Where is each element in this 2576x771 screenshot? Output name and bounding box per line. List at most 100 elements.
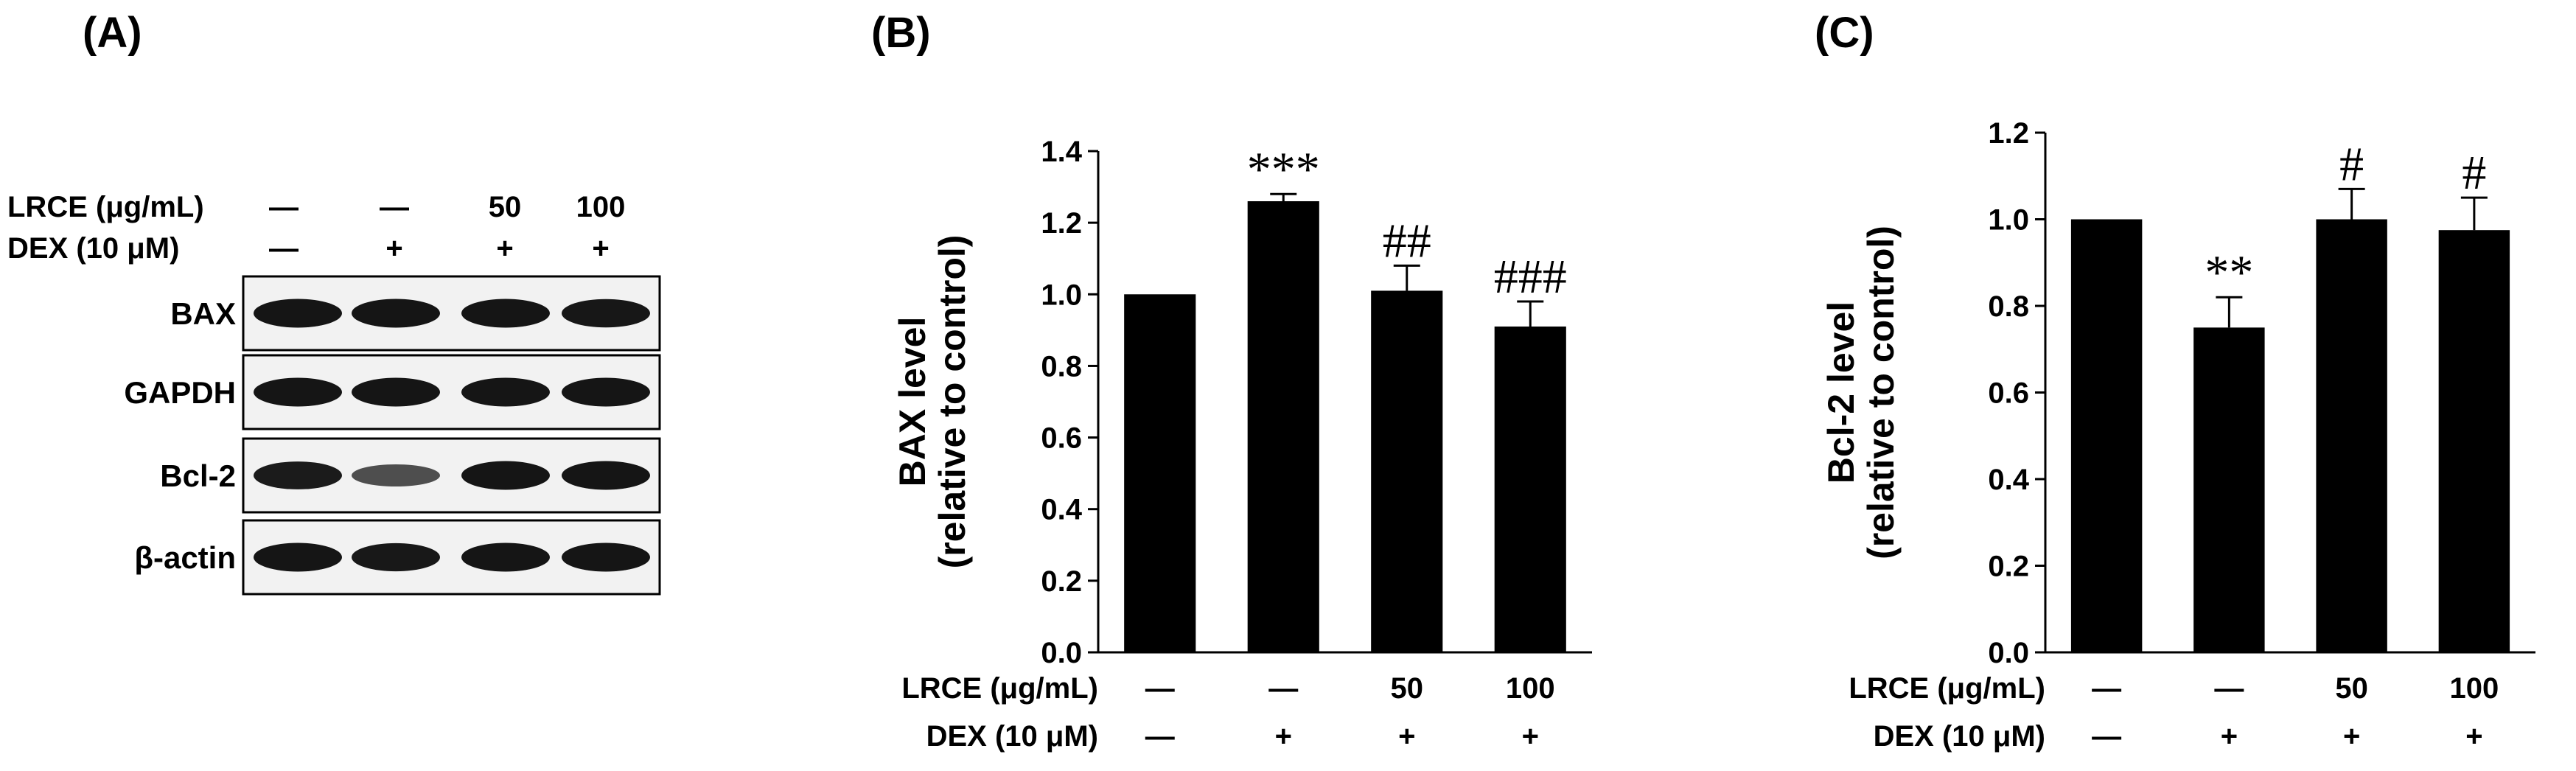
blot-lrce-value: — xyxy=(380,191,409,223)
blot-band xyxy=(562,299,650,328)
x-dex-value: + xyxy=(1398,720,1415,753)
x-dex-label: DEX (10 μM) xyxy=(1874,720,2045,753)
blot-band xyxy=(352,543,440,572)
y-tick-label: 1.2 xyxy=(1988,117,2029,150)
bar xyxy=(1247,201,1319,652)
y-axis-label-line1: Bcl-2 level xyxy=(1821,301,1862,484)
y-axis-label-line2: (relative to control) xyxy=(932,235,973,569)
x-lrce-value: — xyxy=(1145,672,1175,705)
y-tick-label: 0.4 xyxy=(1041,494,1082,526)
y-tick-label: 0.6 xyxy=(1988,377,2029,410)
x-dex-value: + xyxy=(2221,720,2238,753)
y-tick-label: 1.4 xyxy=(1041,136,1082,168)
blot-band xyxy=(461,299,550,328)
blot-band xyxy=(461,543,550,572)
panel-b-label: (B) xyxy=(871,9,931,57)
y-tick-label: 0.8 xyxy=(1041,350,1082,383)
panel-b-bax-chart: (B) 0.0 0.2 0.4 0.6 0.8 1.0 1.2 1.4 BAX level(re… xyxy=(871,9,1592,753)
y-tick-label: 0.0 xyxy=(1988,637,2029,669)
x-lrce-value: 50 xyxy=(2335,672,2368,705)
blot-band xyxy=(562,377,650,407)
blot-dex-value: + xyxy=(592,232,609,265)
x-lrce-label: LRCE (μg/mL) xyxy=(1849,672,2045,705)
blot-band xyxy=(254,377,342,407)
blot-lrce-value: 100 xyxy=(576,191,626,223)
significance-marker: ## xyxy=(1383,214,1431,268)
x-dex-value: + xyxy=(2343,720,2360,753)
blot-band xyxy=(254,299,342,328)
bar xyxy=(2070,219,2143,652)
blot-lrce-value: — xyxy=(269,191,299,223)
x-dex-label: DEX (10 μM) xyxy=(926,720,1098,753)
x-dex-value: + xyxy=(1275,720,1292,753)
blot-label: BAX xyxy=(170,296,236,331)
y-tick-label: 0.4 xyxy=(1988,464,2029,496)
blot-band xyxy=(254,461,342,489)
blot-dex-label: DEX (10 μM) xyxy=(7,232,179,265)
y-tick-label: 1.0 xyxy=(1988,204,2029,237)
blot-dex-value: + xyxy=(496,232,513,265)
blot-band xyxy=(352,299,440,328)
y-tick-label: 0.2 xyxy=(1041,565,1082,598)
blot-dex-values: — + + + xyxy=(269,232,610,265)
panel-a-label: (A) xyxy=(83,9,142,57)
blot-band xyxy=(352,464,440,487)
blot-label: Bcl-2 xyxy=(160,458,236,493)
y-axis-label-line2: (relative to control) xyxy=(1860,226,1902,559)
blot-band xyxy=(352,377,440,407)
x-lrce-value: — xyxy=(2214,672,2244,705)
x-lrce-value: — xyxy=(2092,672,2121,705)
panel-c-label: (C) xyxy=(1815,9,1874,57)
blot-label: β-actin xyxy=(134,540,236,575)
bax-bar-chart: 0.0 0.2 0.4 0.6 0.8 1.0 1.2 1.4 BAX level(relati… xyxy=(892,136,1592,753)
x-lrce-label: LRCE (μg/mL) xyxy=(901,672,1098,705)
bcl2-bar-chart: 0.0 0.2 0.4 0.6 0.8 1.0 1.2 Bcl-2 level(relativ… xyxy=(1821,117,2535,753)
y-tick-label: 0.6 xyxy=(1041,422,1082,455)
x-lrce-value: — xyxy=(1268,672,1298,705)
blot-band xyxy=(254,543,342,572)
y-tick-label: 1.0 xyxy=(1041,279,1082,311)
bar xyxy=(1494,327,1566,652)
y-tick-label: 0.0 xyxy=(1041,637,1082,669)
blot-strip xyxy=(242,519,661,596)
blot-band xyxy=(562,543,650,572)
blot-boxes xyxy=(242,275,661,596)
significance-marker: # xyxy=(2339,137,2364,191)
blot-lrce-values: — — 50 100 xyxy=(269,191,625,223)
significance-marker: ### xyxy=(1494,250,1567,304)
y-axis-label: Bcl-2 level(relative to control) xyxy=(1821,226,1902,559)
blot-band xyxy=(461,461,550,490)
significance-marker: ** xyxy=(2205,245,2253,299)
significance-marker: # xyxy=(2462,146,2486,200)
x-dex-value: — xyxy=(1145,720,1175,753)
bar xyxy=(1124,294,1196,652)
y-tick-label: 0.2 xyxy=(1988,551,2029,583)
panel-c-bcl2-chart: (C) 0.0 0.2 0.4 0.6 0.8 1.0 1.2 Bcl-2 level(rel… xyxy=(1815,9,2535,753)
blot-lrce-value: 50 xyxy=(489,191,522,223)
y-axis-label-line1: BAX level xyxy=(892,317,933,487)
blot-labels: BAX GAPDH Bcl-2 β-actin xyxy=(124,296,236,575)
x-lrce-value: 50 xyxy=(1391,672,1424,705)
x-dex-value: — xyxy=(2092,720,2121,753)
bar xyxy=(2316,219,2387,652)
blot-label: GAPDH xyxy=(124,375,236,410)
blot-band xyxy=(461,377,550,407)
blot-band xyxy=(562,461,650,490)
y-axis-label: BAX level(relative to control) xyxy=(892,235,973,569)
bar xyxy=(2438,230,2510,652)
x-lrce-value: 100 xyxy=(2450,672,2499,705)
blot-strip xyxy=(242,275,661,352)
blot-strip xyxy=(242,437,661,514)
blot-dex-value: + xyxy=(385,232,402,265)
x-dex-value: + xyxy=(2465,720,2482,753)
blot-strip xyxy=(242,354,661,430)
y-tick-label: 1.2 xyxy=(1041,207,1082,240)
blot-dex-value: — xyxy=(269,232,299,265)
x-dex-value: + xyxy=(1522,720,1539,753)
bar xyxy=(1371,290,1443,652)
significance-marker: *** xyxy=(1247,142,1320,196)
bar xyxy=(2193,327,2265,652)
blot-lrce-label: LRCE (μg/mL) xyxy=(7,191,204,223)
x-lrce-value: 100 xyxy=(1506,672,1555,705)
